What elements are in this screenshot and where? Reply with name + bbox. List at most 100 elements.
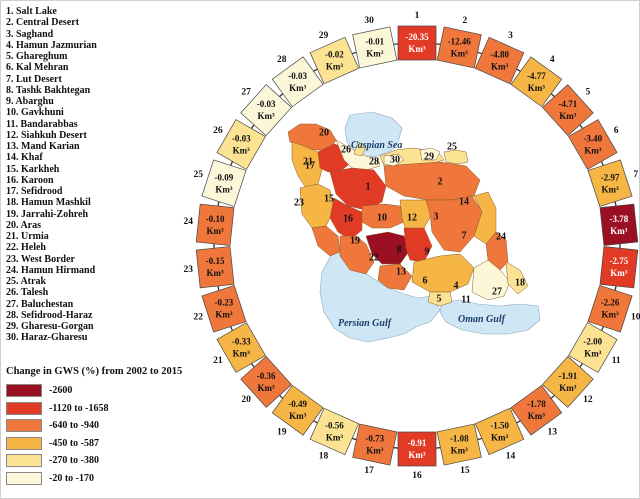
- ring-box-value: -0.01: [365, 36, 384, 46]
- ring-box: -0.15 Km³: [195, 246, 235, 289]
- ring-box-fill: [474, 407, 525, 456]
- ring-box: -20.35 Km³: [397, 25, 437, 61]
- basin-list-item: 8. Tashk Bakhtegan: [6, 84, 91, 96]
- ring-box: -0.01 Km³: [352, 26, 398, 69]
- legend-label: -20 to -170: [49, 472, 94, 484]
- ring-box-number: 25: [194, 170, 204, 180]
- ring-box: -0.36 Km³: [240, 355, 292, 408]
- basin-list-item: 3. Saghand: [6, 28, 54, 40]
- ring-box-unit: Km³: [207, 268, 224, 278]
- basin-list-item: 1. Salt Lake: [6, 6, 57, 17]
- map-basin-number: 10: [377, 212, 387, 223]
- ring-box-number: 13: [547, 427, 557, 437]
- ring-box-value: -12.46: [448, 36, 472, 46]
- ring-box: -0.10 Km³: [195, 203, 235, 246]
- ring-box-value: -0.03: [257, 99, 276, 109]
- map-basin-number: 8: [397, 244, 402, 255]
- ring-box-unit: Km³: [258, 111, 275, 121]
- ring-box-number: 3: [508, 31, 513, 41]
- ring-box-unit: Km³: [610, 268, 627, 278]
- ring-box-fill: [271, 384, 324, 436]
- ring-box-value: -3.78: [610, 214, 629, 224]
- basin-region: [299, 183, 335, 229]
- map-basin-number: 1: [366, 181, 371, 192]
- basin-region: [505, 261, 529, 295]
- ring-box-fill: [397, 25, 437, 61]
- basin-list-item: 9. Abarghu: [6, 96, 54, 107]
- map-basin-number: 3: [434, 211, 439, 222]
- ring-box-unit: Km³: [233, 349, 250, 359]
- ring-box-fill: [436, 26, 482, 69]
- legend-item: -450 to -587: [6, 435, 182, 453]
- legend-swatch: [6, 384, 42, 398]
- ring-box-unit: Km³: [601, 184, 618, 194]
- ring-box-fill: [568, 322, 618, 373]
- basin-list-item: 25. Atrak: [6, 276, 46, 287]
- ring-box-value: -0.23: [215, 298, 234, 308]
- ring-box-number: 7: [633, 170, 638, 180]
- ring-box-number: 17: [364, 466, 374, 476]
- basin-list-item: 27. Baluchestan: [6, 298, 74, 310]
- ring-box-number: 27: [241, 87, 251, 97]
- ring-box: -1.08 Km³: [436, 423, 482, 466]
- ring-box: -1.78 Km³: [510, 384, 563, 436]
- ring-box: -4.80 Km³: [474, 36, 525, 85]
- basin-list-item: 5. Ghareghum: [6, 51, 68, 62]
- map-basin-number: 19: [350, 235, 360, 246]
- ring-box-number: 30: [364, 16, 374, 26]
- ring-box-value: -0.10: [206, 214, 225, 224]
- ring-box-value: -1.50: [490, 420, 509, 430]
- basin-region: [377, 263, 413, 291]
- ring-box-number: 12: [583, 395, 593, 405]
- ring-box-number: 5: [586, 87, 591, 97]
- ring-box-number: 11: [612, 356, 621, 366]
- basin-list-item: 4. Hamun Jazmurian: [6, 39, 97, 51]
- ring-box-number: 1: [415, 11, 420, 21]
- map-basin-number: 23: [294, 197, 304, 208]
- basin-list-item: 26. Talesh: [6, 287, 49, 299]
- ring-box-number: 18: [319, 451, 329, 461]
- persian-gulf-label: Persian Gulf: [338, 318, 393, 329]
- legend-swatch: [6, 454, 42, 468]
- ring-box-fill: [195, 203, 235, 246]
- ring-box: -2.26 Km³: [587, 284, 633, 333]
- basin-list-item: 17. Sefidrood: [6, 186, 63, 197]
- ring-box-value: -0.73: [365, 434, 384, 444]
- ring-box-fill: [352, 423, 398, 466]
- ring-box: -1.91 Km³: [542, 355, 594, 408]
- basin-list-item: 18. Hamun Mashkil: [6, 197, 91, 209]
- ring-box-unit: Km³: [451, 48, 468, 58]
- ring-box-value: -20.35: [405, 32, 429, 42]
- ring-box: -4.71 Km³: [542, 84, 594, 137]
- basin-list-item: 20. Aras: [6, 219, 41, 231]
- ring-box-fill: [201, 284, 247, 333]
- ring-box-value: -1.08: [450, 434, 469, 444]
- basin-region: [383, 161, 481, 201]
- ring-box-fill: [271, 56, 324, 108]
- ring-box-fill: [216, 119, 266, 170]
- ring-box-unit: Km³: [528, 411, 545, 421]
- ring-box-value: -0.91: [408, 438, 427, 448]
- ring-box: -4.77 Km³: [510, 56, 563, 108]
- basin-list-item: 11. Bandarabbas: [6, 118, 78, 130]
- ring-box-value: -4.77: [527, 71, 546, 81]
- map-basin-number: 2: [438, 176, 443, 187]
- basin-region: [311, 225, 341, 257]
- basin-region: [329, 197, 363, 241]
- ring-box-value: -1.78: [527, 399, 546, 409]
- ring-box-unit: Km³: [326, 432, 343, 442]
- map-basin-number: 28: [369, 156, 379, 167]
- ring-box: -0.03 Km³: [240, 84, 292, 137]
- ring-box-fill: [216, 322, 266, 373]
- ring-box-unit: Km³: [215, 184, 232, 194]
- ring-box-fill: [587, 284, 633, 333]
- ring-box-unit: Km³: [289, 83, 306, 93]
- legend-item: -270 to -380: [6, 452, 182, 470]
- ring-box-number: 21: [213, 356, 223, 366]
- map-basin-number: 6: [423, 275, 428, 286]
- map-basin-number: 30: [390, 154, 400, 165]
- ring-box: -3.40 Km³: [568, 119, 618, 170]
- ring-box-fill: [309, 407, 360, 456]
- ring-box-unit: Km³: [584, 349, 601, 359]
